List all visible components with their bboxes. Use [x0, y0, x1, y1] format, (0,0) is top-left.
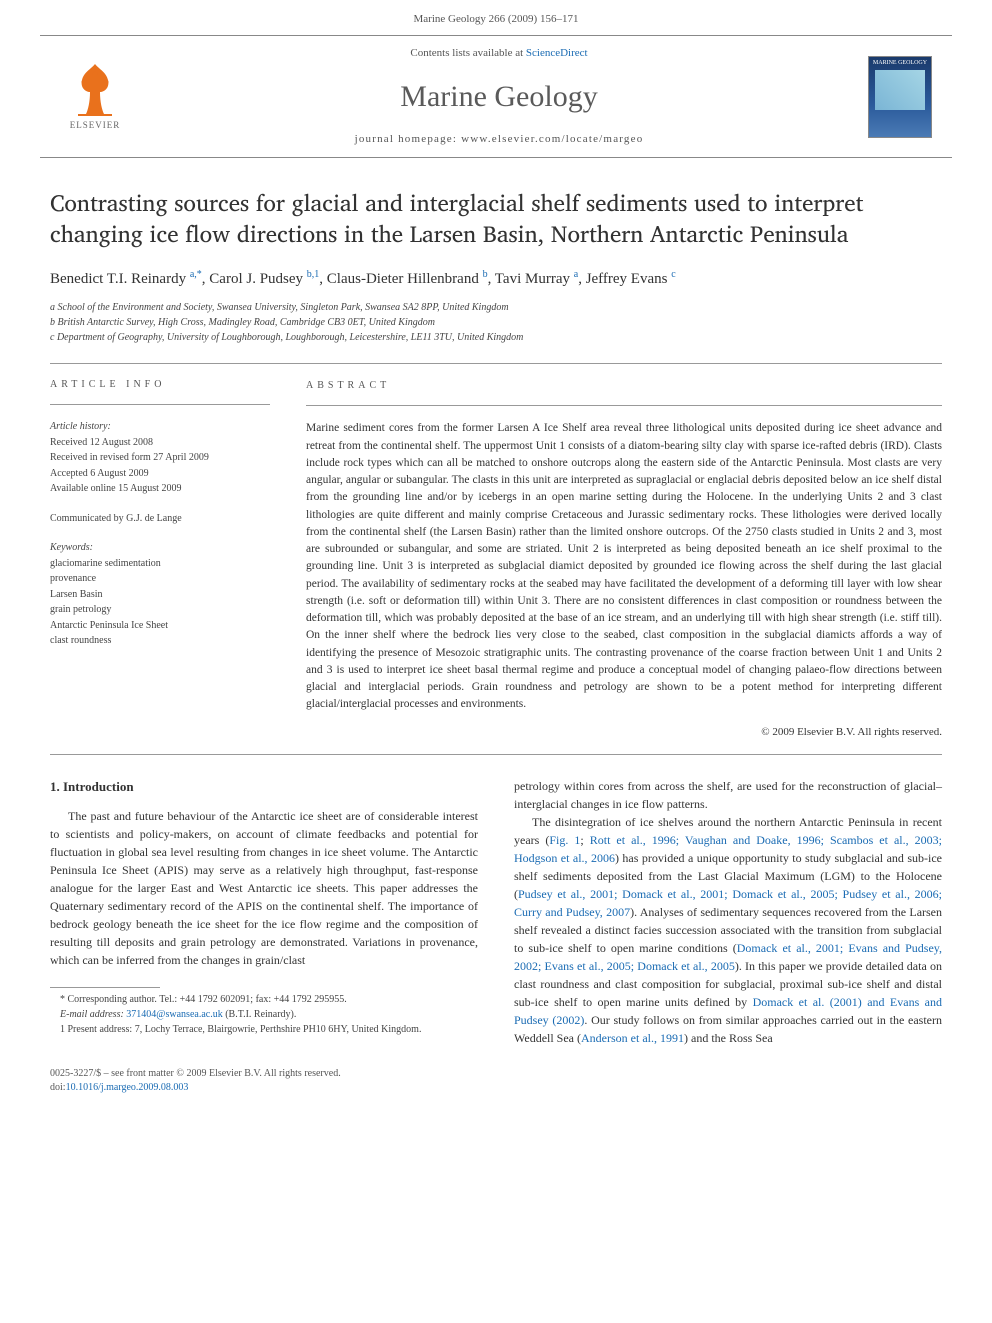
keyword: provenance [50, 571, 270, 587]
history-received: Received 12 August 2008 [50, 435, 270, 451]
email-label: E-mail address: [60, 1009, 126, 1020]
homepage-url: www.elsevier.com/locate/margeo [461, 133, 643, 145]
info-abstract-row: article info Article history: Received 1… [50, 378, 942, 740]
keyword: grain petrology [50, 602, 270, 618]
email-link[interactable]: 371404@swansea.ac.uk [126, 1009, 222, 1020]
elsevier-tree-icon [70, 62, 120, 117]
body-paragraph: petrology within cores from across the s… [514, 777, 942, 813]
body-paragraph: The past and future behaviour of the Ant… [50, 807, 478, 969]
divider [50, 404, 270, 405]
present-address: 1 Present address: 7, Lochy Terrace, Bla… [50, 1022, 478, 1037]
footnotes: * Corresponding author. Tel.: +44 1792 6… [50, 987, 478, 1037]
body-columns: 1. Introduction The past and future beha… [50, 777, 942, 1047]
text-run: ) and the Ross Sea [684, 1031, 773, 1045]
page-footer: 0025-3227/$ – see front matter © 2009 El… [50, 1067, 942, 1095]
doi-line: doi:10.1016/j.margeo.2009.08.003 [50, 1081, 942, 1095]
abstract-column: abstract Marine sediment cores from the … [306, 378, 942, 740]
sciencedirect-link[interactable]: ScienceDirect [526, 47, 588, 59]
article-info-column: article info Article history: Received 1… [50, 378, 270, 740]
history-heading: Article history: [50, 419, 270, 435]
author-list: Benedict T.I. Reinardy a,*, Carol J. Pud… [50, 268, 942, 290]
keywords-heading: Keywords: [50, 540, 270, 556]
keyword: glaciomarine sedimentation [50, 556, 270, 572]
abstract-text: Marine sediment cores from the former La… [306, 420, 942, 713]
email-tail: (B.T.I. Reinardy). [223, 1009, 297, 1020]
affiliation-a: a School of the Environment and Society,… [50, 300, 942, 315]
column-left: 1. Introduction The past and future beha… [50, 777, 478, 1047]
journal-name: Marine Geology [150, 76, 848, 118]
section-heading-introduction: 1. Introduction [50, 777, 478, 797]
keyword: Antarctic Peninsula Ice Sheet [50, 618, 270, 634]
citation-link[interactable]: Anderson et al., 1991 [581, 1031, 684, 1045]
homepage-line: journal homepage: www.elsevier.com/locat… [150, 132, 848, 147]
cover-image-placeholder [875, 70, 925, 110]
masthead-center: Contents lists available at ScienceDirec… [130, 46, 868, 147]
email-line: E-mail address: 371404@swansea.ac.uk (B.… [50, 1007, 478, 1022]
history-revised: Received in revised form 27 April 2009 [50, 450, 270, 466]
footnote-divider [50, 987, 160, 988]
issn-line: 0025-3227/$ – see front matter © 2009 El… [50, 1067, 942, 1081]
contents-line: Contents lists available at ScienceDirec… [150, 46, 848, 61]
communicated-by: Communicated by G.J. de Lange [50, 511, 270, 527]
journal-cover-thumbnail: MARINE GEOLOGY [868, 56, 932, 138]
doi-prefix: doi: [50, 1082, 66, 1093]
body-paragraph: The disintegration of ice shelves around… [514, 813, 942, 1047]
masthead: ELSEVIER Contents lists available at Sci… [40, 35, 952, 158]
article-history: Article history: Received 12 August 2008… [50, 419, 270, 497]
homepage-prefix: journal homepage: [355, 133, 462, 145]
keyword: Larsen Basin [50, 587, 270, 603]
contents-prefix: Contents lists available at [410, 47, 525, 59]
text-run: ; [580, 833, 589, 847]
article-info-label: article info [50, 378, 270, 392]
divider [306, 405, 942, 406]
keyword: clast roundness [50, 633, 270, 649]
figure-link[interactable]: Fig. 1 [549, 833, 580, 847]
publisher-logo: ELSEVIER [60, 57, 130, 137]
running-header: Marine Geology 266 (2009) 156–171 [0, 0, 992, 35]
affiliations: a School of the Environment and Society,… [50, 300, 942, 345]
affiliation-b: b British Antarctic Survey, High Cross, … [50, 315, 942, 330]
keywords-block: Keywords: glaciomarine sedimentation pro… [50, 540, 270, 649]
article-title: Contrasting sources for glacial and inte… [50, 188, 942, 250]
article: Contrasting sources for glacial and inte… [50, 188, 942, 1047]
abstract-copyright: © 2009 Elsevier B.V. All rights reserved… [306, 724, 942, 741]
abstract-label: abstract [306, 378, 942, 393]
history-accepted: Accepted 6 August 2009 [50, 466, 270, 482]
column-right: petrology within cores from across the s… [514, 777, 942, 1047]
doi-link[interactable]: 10.1016/j.margeo.2009.08.003 [66, 1082, 189, 1093]
corresponding-author: * Corresponding author. Tel.: +44 1792 6… [50, 992, 478, 1007]
divider [50, 363, 942, 364]
history-online: Available online 15 August 2009 [50, 481, 270, 497]
affiliation-c: c Department of Geography, University of… [50, 330, 942, 345]
cover-title: MARINE GEOLOGY [873, 60, 927, 67]
divider [50, 754, 942, 755]
publisher-name: ELSEVIER [70, 119, 121, 132]
